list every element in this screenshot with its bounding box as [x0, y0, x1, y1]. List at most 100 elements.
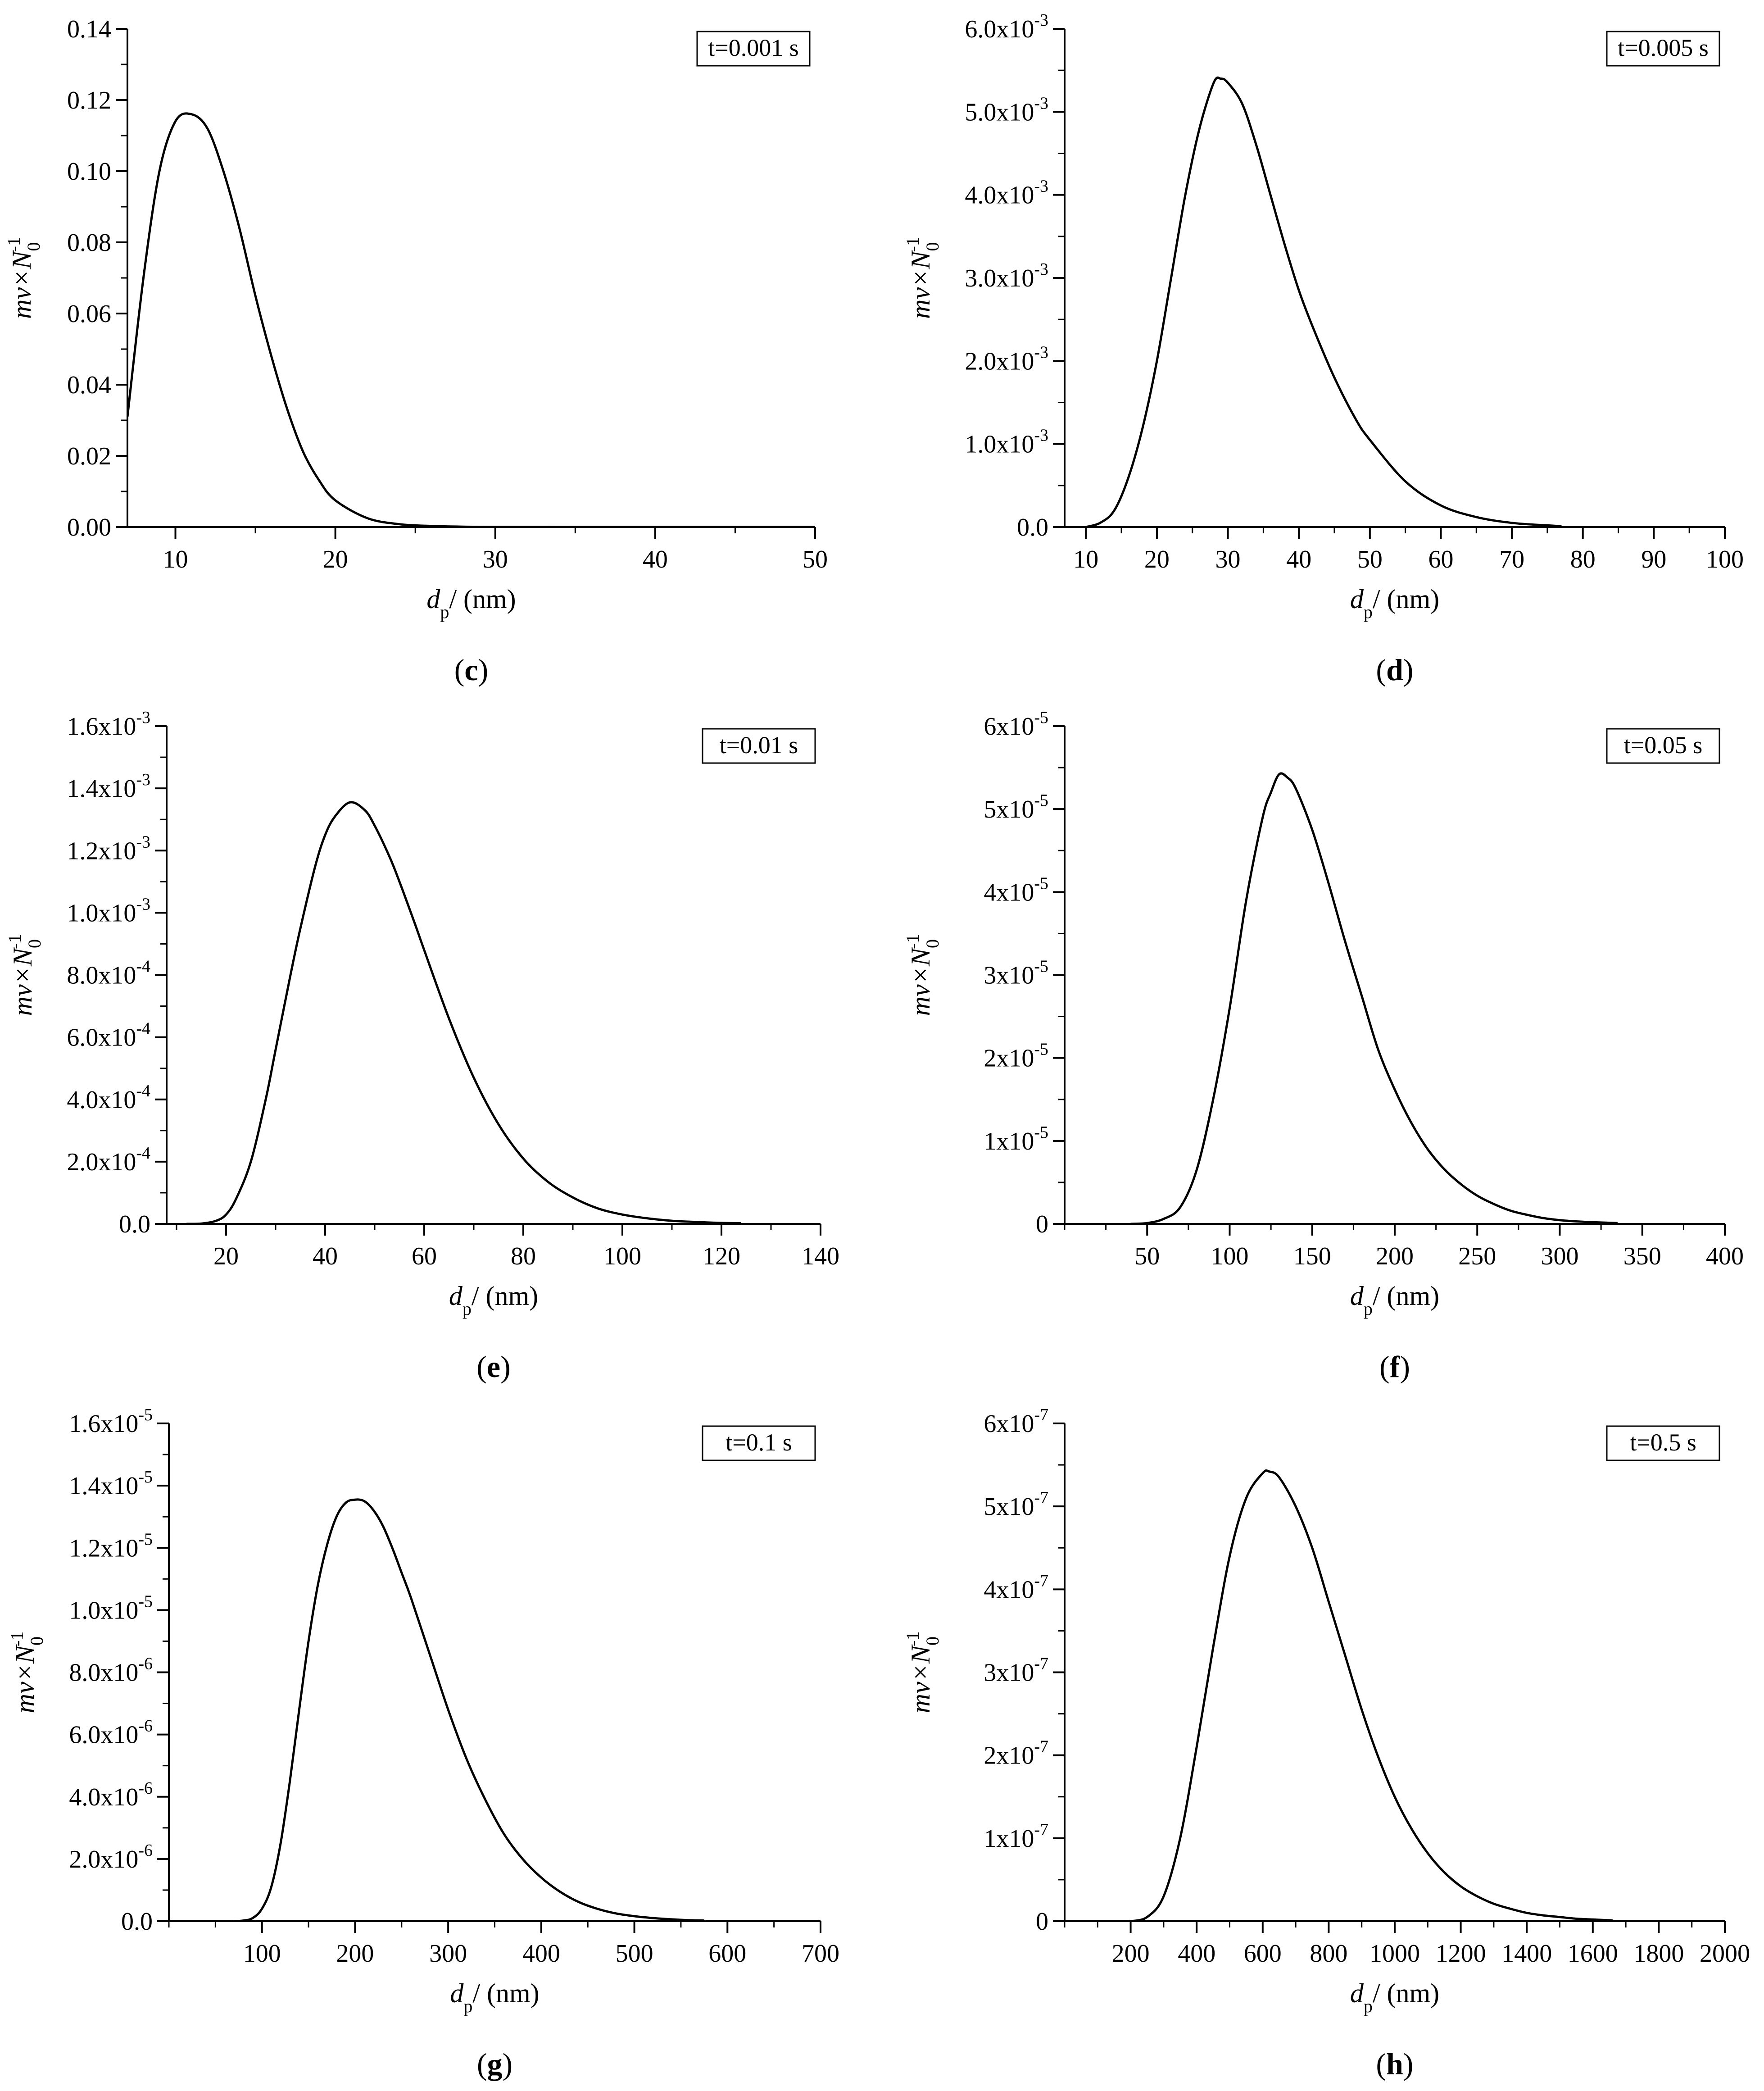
y-tick-label: 0.12 [67, 86, 111, 114]
y-tick-label: 6x10-5 [984, 708, 1048, 741]
x-axis-title: dp/ (nm) [450, 1978, 539, 2016]
y-tick-label: 0.10 [67, 158, 111, 186]
x-tick-label: 50 [1357, 545, 1383, 573]
y-tick-label: 8.0x10-4 [67, 957, 150, 990]
y-axis-title-sub: 0 [23, 242, 44, 251]
x-axis-title-unit: / (nm) [472, 1281, 538, 1311]
caption-letter: h [1386, 2047, 1403, 2081]
x-axis-title: dp/ (nm) [1350, 1978, 1439, 2016]
caption-open-paren: ( [476, 1350, 487, 1384]
x-axis-title-main: d [426, 584, 440, 614]
y-axis-title-main: mv×N [906, 1644, 935, 1713]
y-tick-mantissa: 4.0x10 [69, 1783, 138, 1811]
y-tick-exponent: -7 [1034, 1488, 1048, 1507]
x-tick-label: 100 [603, 1242, 641, 1270]
x-tick-label: 60 [1428, 545, 1453, 573]
y-tick-mantissa: 1.4x10 [67, 775, 136, 803]
x-tick-label: 100 [1211, 1242, 1249, 1270]
y-tick-mantissa: 6.0x10 [965, 15, 1034, 43]
y-tick-mantissa: 8.0x10 [67, 962, 136, 990]
legend-box [696, 31, 811, 67]
y-axis-title-sub: 0 [922, 1636, 943, 1646]
caption-close-paren: ) [1400, 1350, 1410, 1384]
x-tick-label: 250 [1458, 1242, 1496, 1270]
y-axis-title-main: mv×N [7, 250, 36, 318]
y-tick-label: 0 [1036, 1210, 1048, 1238]
panel-caption: (h) [1376, 2047, 1413, 2081]
x-tick-label: 1000 [1369, 1940, 1420, 1968]
x-axis-title-sub: p [463, 1299, 472, 1319]
legend-box [1606, 728, 1720, 764]
x-tick-label: 10 [163, 545, 188, 573]
x-tick-label: 80 [1570, 545, 1596, 573]
x-axis-title: dp/ (nm) [1350, 1281, 1439, 1319]
series-line-e [186, 801, 742, 1224]
y-tick-exponent: -7 [1034, 1820, 1048, 1839]
legend-label: t=0.001 s [708, 34, 798, 61]
y-tick-label: 6.0x10-6 [69, 1717, 153, 1749]
y-tick-label: 3x10-7 [984, 1655, 1048, 1687]
y-tick-label: 4.0x10-3 [965, 177, 1048, 209]
panel-e: 20 40 60 80 100 120 1400.02.0x10-44.0x10-46.0x… [5, 708, 839, 1384]
y-tick-exponent: -7 [1034, 1571, 1048, 1590]
x-axis-title: dp/ (nm) [426, 584, 516, 622]
x-tick-label: 1200 [1436, 1940, 1486, 1968]
y-tick-label: 4.0x10-6 [69, 1779, 153, 1811]
x-axis-title-main: d [1350, 584, 1364, 614]
y-tick-label: 0.02 [67, 442, 111, 470]
series-line-c [127, 112, 815, 527]
legend-label: t=0.01 s [720, 732, 798, 759]
y-tick-exponent: -6 [138, 1655, 153, 1673]
y-tick-mantissa: 1.0x10 [69, 1596, 138, 1624]
y-tick-mantissa: 6x10 [984, 1410, 1034, 1438]
series-line-d [1085, 76, 1562, 527]
y-tick-mantissa: 0.08 [67, 229, 111, 257]
y-axis-title-sup: -1 [902, 1632, 923, 1646]
caption-letter: e [487, 1350, 500, 1384]
x-axis-title-unit: / (nm) [472, 1978, 539, 2008]
y-axis-title: mv×N0-1 [5, 934, 45, 1016]
y-tick-exponent: -3 [1034, 177, 1048, 196]
caption-open-paren: ( [477, 2047, 487, 2081]
y-tick-label: 0.04 [67, 371, 111, 399]
y-tick-mantissa: 8.0x10 [69, 1659, 138, 1687]
x-axis-title-main: d [1350, 1281, 1364, 1311]
x-tick-label: 300 [429, 1940, 467, 1968]
y-tick-exponent: -5 [138, 1592, 153, 1611]
x-tick-label: 70 [1499, 545, 1524, 573]
y-tick-exponent: -5 [138, 1468, 153, 1486]
y-tick-label: 4x10-7 [984, 1571, 1048, 1604]
caption-close-paren: ) [1403, 653, 1414, 687]
legend-label: t=0.005 s [1618, 34, 1708, 61]
x-tick-label: 500 [616, 1940, 653, 1968]
y-tick-label: 2.0x10-6 [69, 1841, 153, 1873]
x-tick-label: 800 [1310, 1940, 1347, 1968]
caption-close-paren: ) [1403, 2047, 1414, 2081]
y-axis-title-sub: 0 [922, 242, 943, 251]
y-tick-label: 0.06 [67, 300, 111, 328]
y-tick-exponent: -5 [138, 1405, 153, 1424]
y-tick-exponent: -5 [1034, 708, 1048, 727]
caption-close-paren: ) [478, 653, 489, 687]
y-tick-mantissa: 2.0x10 [67, 1148, 136, 1176]
y-axis-title-sup: -1 [5, 934, 25, 949]
y-tick-mantissa: 1x10 [984, 1127, 1034, 1155]
caption-open-paren: ( [1376, 2047, 1386, 2081]
legend-label: t=0.5 s [1630, 1429, 1696, 1456]
y-tick-exponent: -4 [136, 1082, 150, 1100]
y-tick-exponent: -4 [136, 957, 150, 976]
y-tick-mantissa: 0.04 [67, 371, 111, 399]
y-tick-mantissa: 0.10 [67, 158, 111, 186]
legend-label: t=0.05 s [1624, 732, 1702, 759]
y-tick-label: 4.0x10-4 [67, 1082, 150, 1114]
x-axis-title-unit: / (nm) [1373, 584, 1439, 614]
x-tick-label: 40 [1286, 545, 1311, 573]
y-tick-mantissa: 0.02 [67, 442, 111, 470]
legend-label: t=0.1 s [726, 1429, 792, 1456]
y-axis-title-main: mv×N [8, 947, 37, 1016]
panel-f: 50 100 150 200 250 300 350 40001x10-52x10-53x10… [902, 708, 1744, 1384]
x-tick-label: 30 [1215, 545, 1241, 573]
y-tick-exponent: -5 [138, 1530, 153, 1549]
x-tick-label: 700 [802, 1940, 839, 1968]
x-tick-label: 100 [1706, 545, 1744, 573]
